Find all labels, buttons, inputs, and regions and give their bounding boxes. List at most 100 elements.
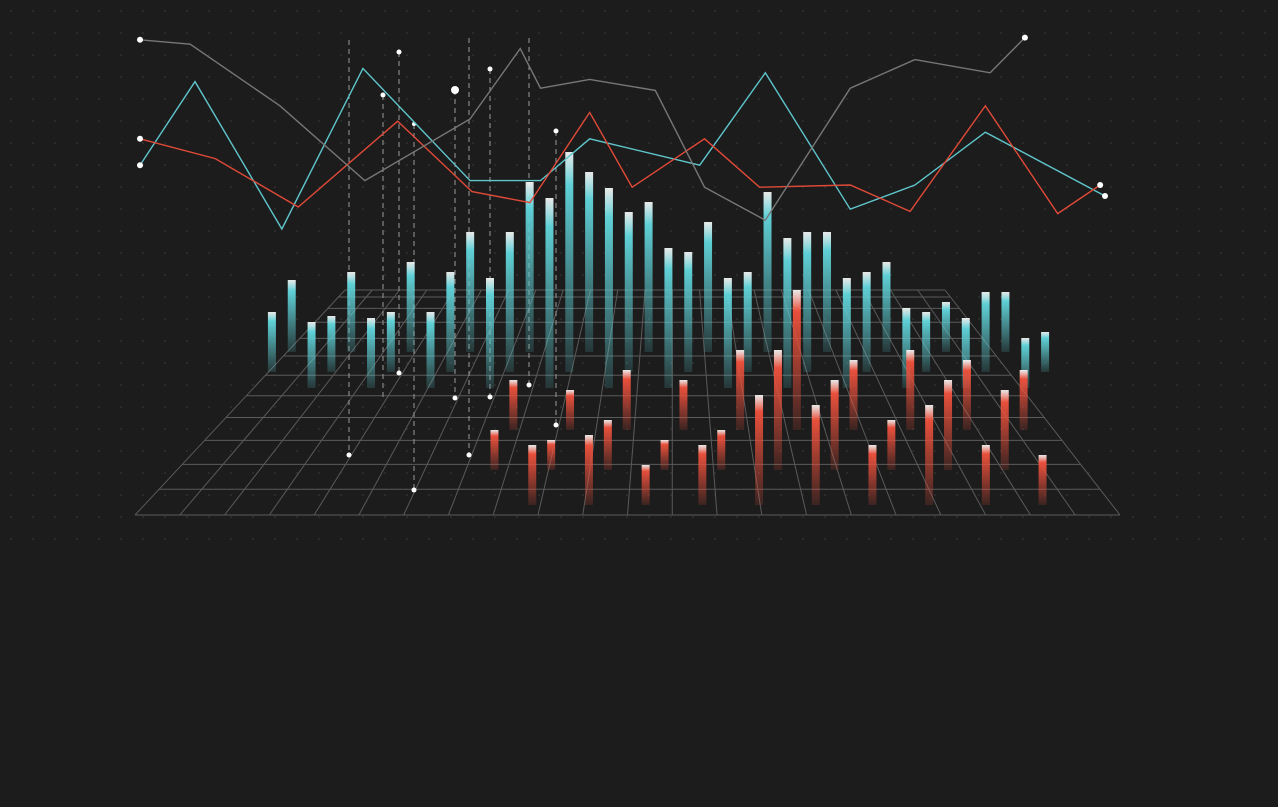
dot [553,128,559,134]
bar [783,238,792,388]
bar [565,152,574,372]
bar [830,380,839,470]
bar [287,280,296,352]
series-line [139,67,1106,231]
dot [466,452,472,458]
bar [962,360,971,430]
bar [566,390,575,430]
bar [446,272,455,372]
bar [736,350,745,430]
bar [604,188,613,388]
bar [585,172,594,352]
bar [906,350,915,430]
bar [792,290,801,430]
bar [922,312,931,372]
bar [426,312,435,388]
bar [307,322,316,388]
bar [811,405,820,505]
bar [505,232,514,372]
bar [849,360,858,430]
bar [1000,390,1009,470]
bar [763,192,772,352]
bar-field [267,152,1050,505]
series-line [139,104,1101,215]
bar [367,318,376,388]
bar [525,182,534,352]
bar [704,222,713,352]
bar [644,202,653,352]
floor-line [537,289,591,516]
bar [882,262,891,352]
bar [347,272,356,352]
bar [773,350,782,470]
bar [803,232,812,372]
bar [723,278,732,388]
bar [466,232,475,352]
bar [944,380,953,470]
dot [487,66,493,72]
bar [925,405,934,505]
bar [981,445,990,505]
dot-grid [0,0,1278,560]
bar [981,292,990,372]
bar [547,440,556,470]
dot [487,394,493,400]
bar [941,302,950,352]
dot [396,370,402,376]
bar [862,272,871,372]
floor-line [627,289,646,516]
bar [267,312,276,372]
bar [660,440,669,470]
bar [1019,370,1028,430]
floor-line [890,289,1031,516]
dot [380,92,386,98]
bar [1001,292,1010,352]
bar [679,380,688,430]
bar [664,248,673,388]
bar [823,232,832,352]
bar [490,430,499,470]
bar [327,316,336,372]
end-point [137,135,143,142]
dot [553,422,559,428]
bar [868,445,877,505]
line-chart [137,34,1108,231]
bar [1038,455,1047,505]
bar [603,420,612,470]
bar [584,435,593,505]
bar [386,312,395,372]
bar [624,212,633,372]
end-point [1102,193,1108,199]
bar [961,318,970,388]
dot [526,382,532,388]
bar [485,278,494,388]
dot [411,487,417,493]
bar [406,262,415,352]
bar [545,198,554,388]
floor-line [944,289,1121,516]
end-point [1097,182,1104,188]
bar [887,420,896,470]
series-line [139,37,1026,222]
floor-line [268,289,428,516]
bar [698,445,707,505]
floor-line [358,289,482,516]
bar [842,278,851,388]
bar [717,430,726,470]
bar [641,465,650,505]
bar [755,395,764,505]
bar [743,272,752,372]
dot [451,86,459,94]
bar [902,308,911,388]
floor-line [699,289,718,516]
end-point [1021,34,1028,41]
bar [684,252,693,372]
end-point [137,36,143,43]
bar [1021,338,1030,388]
bar [622,370,631,430]
dot [396,49,402,55]
bar [528,445,537,505]
guide-dots [346,49,559,493]
